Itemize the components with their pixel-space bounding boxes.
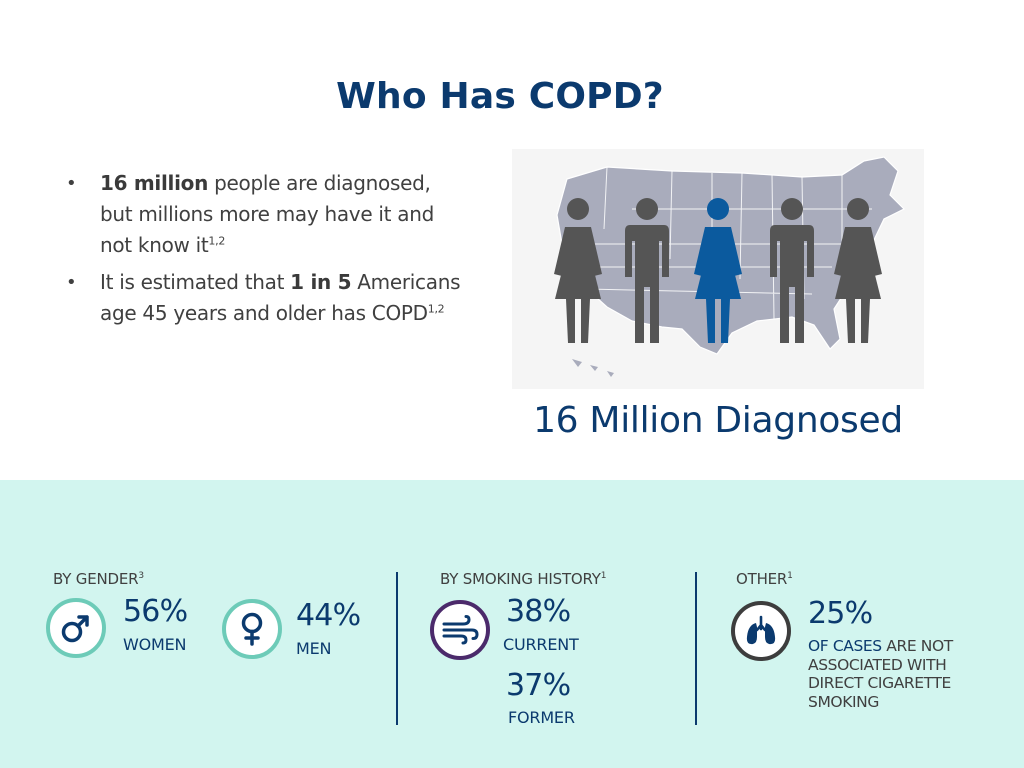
other-description: OF CASES ARE NOT ASSOCIATED WITH DIRECT …: [808, 637, 988, 711]
other-percent: 25%: [808, 596, 873, 631]
former-smokers-percent: 37%: [506, 668, 571, 703]
female-symbol-icon: [222, 599, 282, 659]
fact-diagnosed-ref: 1,2: [208, 234, 226, 248]
fact-one-in-five-bold: 1 in 5: [290, 270, 352, 294]
former-smokers-label: FORMER: [508, 708, 575, 727]
section-divider-1: [396, 572, 398, 725]
women-label: WOMEN: [123, 635, 187, 654]
other-desc-rest: ARE NOT ASSOCIATED WITH DIRECT CIGARETTE…: [808, 637, 953, 711]
smoking-label-text: BY SMOKING HISTORY: [440, 570, 601, 588]
men-label: MEN: [296, 639, 332, 658]
other-section-label: OTHER1: [736, 570, 793, 588]
men-percent: 44%: [296, 598, 361, 633]
other-desc-highlight: OF CASES: [808, 637, 882, 655]
fact-one-in-five-ref: 1,2: [427, 302, 445, 316]
smoking-label-ref: 1: [600, 571, 607, 581]
fact-diagnosed-bold: 16 million: [100, 171, 209, 195]
gender-label-text: BY GENDER: [53, 570, 139, 588]
fact-diagnosed: 16 million people are diagnosed, but mil…: [62, 168, 462, 261]
gender-section-label: BY GENDER3: [53, 570, 144, 588]
section-divider-2: [695, 572, 697, 725]
smoke-wind-icon: [430, 600, 490, 660]
fact-one-in-five: It is estimated that 1 in 5 Americans ag…: [62, 267, 462, 329]
us-map-figures-illustration: [512, 149, 924, 389]
fact-diagnosed-text: people are diagnosed, but millions more …: [100, 171, 434, 257]
key-facts-list: 16 million people are diagnosed, but mil…: [62, 168, 462, 335]
gender-label-ref: 3: [138, 571, 144, 581]
diagnosed-caption: 16 Million Diagnosed: [533, 400, 903, 441]
other-label-ref: 1: [787, 571, 793, 581]
other-label-text: OTHER: [736, 570, 788, 588]
current-smokers-label: CURRENT: [503, 635, 579, 654]
women-percent: 56%: [123, 594, 188, 629]
lungs-icon: [731, 601, 791, 661]
smoking-section-label: BY SMOKING HISTORY1: [440, 570, 606, 588]
current-smokers-percent: 38%: [506, 594, 571, 629]
page-title: Who Has COPD?: [336, 76, 664, 117]
male-symbol-icon: [46, 598, 106, 658]
stats-band: [0, 480, 1024, 768]
fact-one-in-five-text: Americans age 45 years and older has COP…: [100, 270, 461, 325]
fact-one-in-five-pre: It is estimated that: [100, 270, 291, 294]
